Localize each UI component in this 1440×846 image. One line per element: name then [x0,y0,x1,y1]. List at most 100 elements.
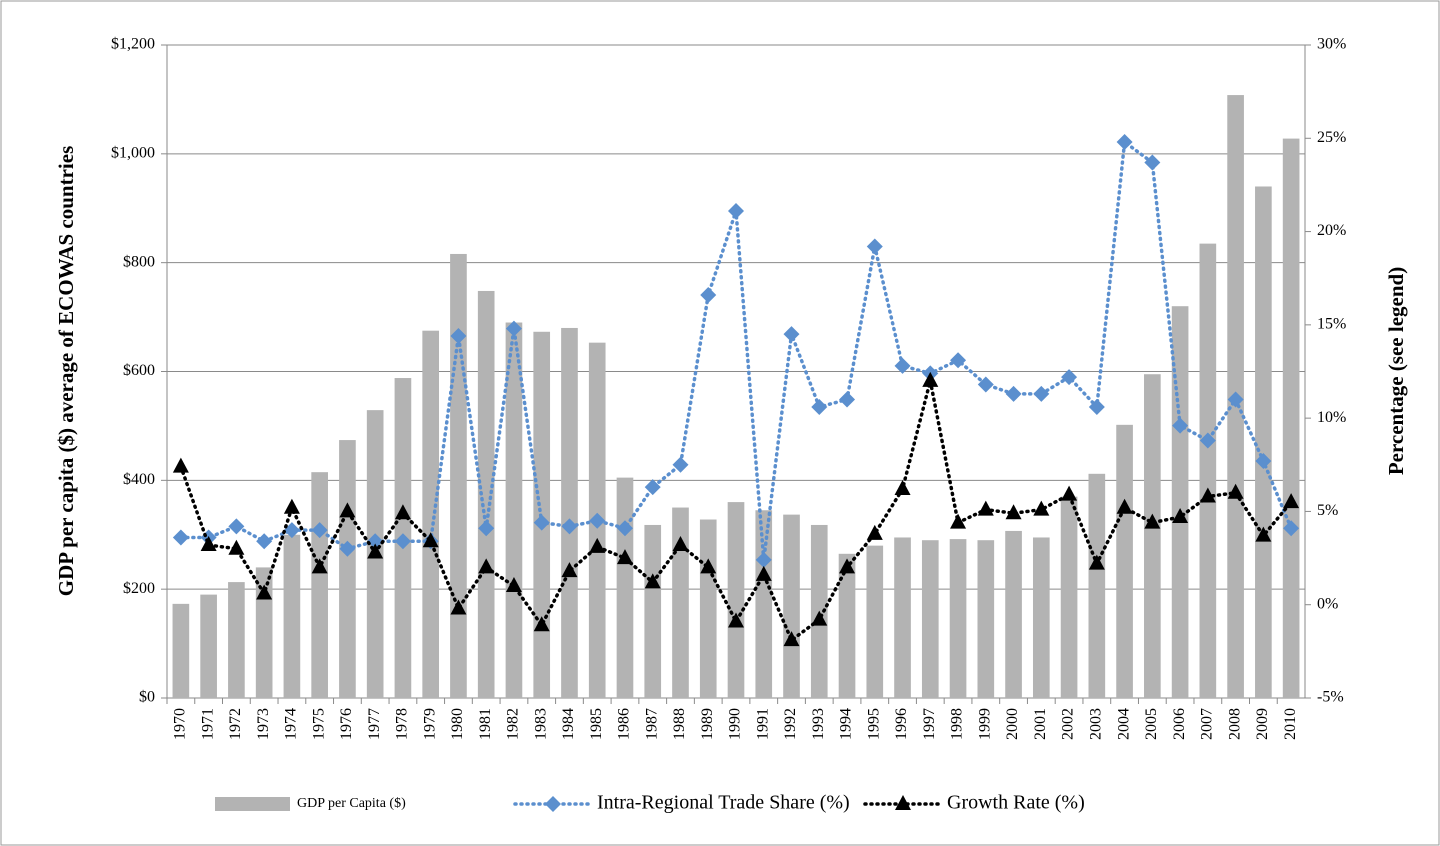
bar [1005,530,1022,698]
x-tick-label: 2001 [1032,708,1049,740]
diamond-marker [1199,432,1216,449]
y2-tick-label: 0% [1317,595,1338,612]
bar [228,582,245,698]
bar [450,253,467,698]
triangle-marker [700,558,717,574]
bar [949,539,967,698]
y-tick-label: $1,000 [111,145,155,162]
x-tick-label: 2008 [1226,708,1243,740]
triangle-marker [866,524,883,540]
triangle-marker [228,539,245,555]
bar [977,540,995,698]
diamond-marker [311,522,328,539]
bar [1032,537,1050,698]
y-tick-label: $200 [123,580,155,597]
diamond-marker [478,520,495,537]
triangle-marker [450,599,467,615]
bar [477,290,495,698]
x-tick-label: 1980 [449,708,466,740]
triangle-marker [256,584,273,600]
diamond-marker [672,456,689,473]
bar [172,603,190,698]
triangle-marker [1033,500,1050,516]
x-tick-label: 1977 [366,708,383,740]
triangle-marker [1283,493,1300,509]
triangle-marker [1172,508,1189,524]
diamond-marker [1061,369,1078,386]
x-tick-label: 2010 [1282,708,1299,740]
x-tick-label: 2004 [1115,708,1132,740]
legend-label: GDP per Capita ($) [297,796,406,811]
x-tick-label: 1996 [893,708,910,740]
triangle-marker [1061,485,1078,501]
diamond-marker [1005,385,1022,402]
legend-marker [545,796,561,812]
diamond-marker [1116,134,1133,151]
x-tick-label: 1986 [616,708,633,740]
bar [339,440,356,698]
bar [1171,306,1189,698]
bar [283,534,301,698]
x-tick-label: 1982 [505,708,522,740]
legend-label: Intra-Regional Trade Share (%) [597,792,850,814]
y-tick-label: $0 [139,689,155,706]
diamond-marker [339,540,356,557]
y2-tick-label: 25% [1317,129,1346,146]
x-tick-label: 1972 [227,708,244,740]
bar [921,540,939,698]
legend-label: Growth Rate (%) [947,792,1085,814]
x-tick-label: 1990 [727,708,744,740]
bar [1255,186,1272,698]
triangle-marker [616,549,633,565]
triangle-marker [644,573,661,589]
diamond-marker [811,398,828,415]
diamond-marker [950,352,967,369]
y2-tick-label: 5% [1317,502,1338,519]
diamond-marker [589,512,606,529]
bar [1116,424,1133,698]
bar [838,553,856,698]
bar [311,472,328,698]
x-tick-label: 1991 [754,708,771,740]
x-tick-label: 1975 [310,708,327,740]
triangle-marker [1005,504,1022,520]
x-tick-label: 1974 [283,708,300,740]
triangle-marker [950,513,967,529]
x-tick-label: 2009 [1254,708,1271,740]
triangle-marker [589,537,606,553]
diamond-marker [283,522,300,539]
y-tick-label: $1,200 [111,36,155,53]
triangle-marker [1116,498,1133,514]
triangle-marker [922,371,939,387]
x-tick-label: 1983 [532,708,549,740]
y-tick-label: $400 [123,471,155,488]
x-tick-label: 1987 [643,708,660,740]
triangle-marker [561,562,578,578]
bar [1282,138,1300,698]
bar [1088,473,1106,698]
x-tick-label: 1984 [560,708,577,740]
triangle-marker [394,504,411,520]
diamond-marker [728,203,744,220]
x-tick-label: 2003 [1088,708,1105,740]
x-tick-label: 1994 [838,708,855,740]
x-tick-label: 1992 [782,708,799,740]
bar [1060,496,1078,698]
diamond-marker [1255,453,1272,470]
triangle-marker [422,532,439,548]
bar [894,537,911,698]
x-tick-label: 1989 [699,708,716,740]
bar [783,514,800,698]
x-tick-label: 1970 [172,708,189,740]
diamond-marker [394,533,411,550]
triangle-marker [811,610,828,626]
x-tick-label: 1995 [865,708,882,740]
bar [255,567,273,698]
bar [727,502,745,698]
bar [644,524,662,698]
y2-tick-label: -5% [1317,689,1344,706]
diamond-marker [1033,385,1050,402]
diamond-marker [894,357,911,374]
